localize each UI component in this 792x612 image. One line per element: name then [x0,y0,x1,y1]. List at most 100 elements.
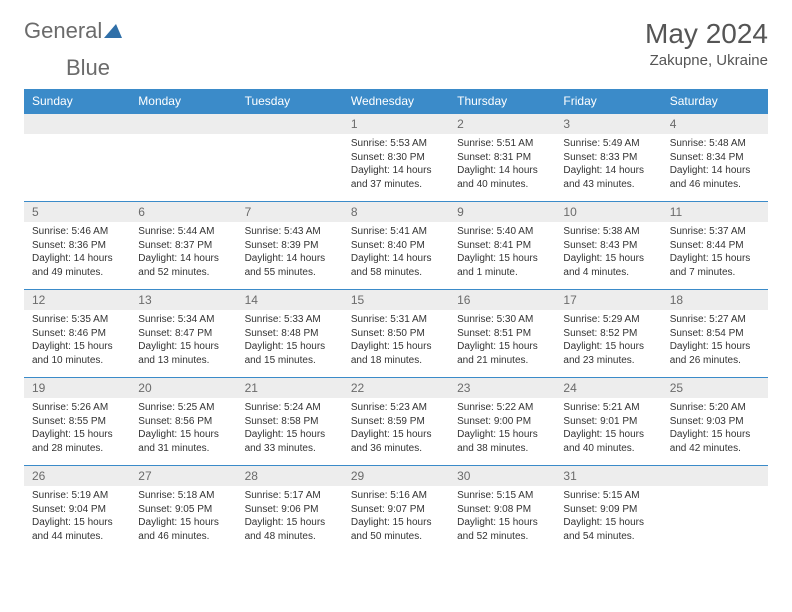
calendar-cell: 23Sunrise: 5:22 AMSunset: 9:00 PMDayligh… [449,378,555,466]
sunrise-text: Sunrise: 5:22 AM [457,401,547,415]
daylight-text: Daylight: 15 hours and 1 minute. [457,252,547,279]
day-number: 4 [662,114,768,134]
daylight-text: Daylight: 15 hours and 54 minutes. [563,516,653,543]
sunset-text: Sunset: 9:00 PM [457,415,547,429]
calendar-cell: 28 Sunrise: 5:17 AMSunset: 9:06 PMDayligh… [237,466,343,554]
daylight-text: Daylight: 14 hours and 46 minutes. [670,164,760,191]
calendar-cell [130,114,236,202]
day-number: 22 [343,378,449,398]
daylight-text: Daylight: 14 hours and 58 minutes. [351,252,441,279]
day-number: 17 [555,290,661,310]
sunrise-text: Sunrise: 5:38 AM [563,225,653,239]
day-body [130,134,236,192]
calendar-cell: 9Sunrise: 5:40 AMSunset: 8:41 PMDaylight… [449,202,555,290]
weekday-header: Tuesday [237,89,343,114]
daylight-text: Daylight: 14 hours and 40 minutes. [457,164,547,191]
day-body: Sunrise: 5:22 AMSunset: 9:00 PMDaylight:… [449,398,555,465]
day-number: 10 [555,202,661,222]
sunrise-text: Sunrise: 5:46 AM [32,225,122,239]
sunrise-text: Sunrise: 5:33 AM [245,313,335,327]
day-number: 28 [237,466,343,486]
day-number: 6 [130,202,236,222]
calendar-week-row: 5 Sunrise: 5:46 AMSunset: 8:36 PM Daylight… [24,202,768,290]
sunset-text: Sunset: 9:05 PM [138,503,228,517]
logo-text-1: General [24,18,102,44]
sunrise-text: Sunrise: 5:23 AM [351,401,441,415]
daylight-text: Daylight: 15 hours and 7 minutes. [670,252,760,279]
calendar-week-row: 12Sunrise: 5:35 AMSunset: 8:46 PMDayligh… [24,290,768,378]
sunset-text: Sunset: 8:33 PM [563,151,653,165]
calendar-cell: 11Sunrise: 5:37 AMSunset: 8:44 PMDayligh… [662,202,768,290]
day-body: Sunrise: 5:40 AMSunset: 8:41 PMDaylight:… [449,222,555,289]
sunset-text: Sunset: 8:37 PM [138,239,228,253]
day-number [24,114,130,134]
calendar-cell: 1Sunrise: 5:53 AMSunset: 8:30 PMDaylight… [343,114,449,202]
day-number: 16 [449,290,555,310]
calendar-body: 1Sunrise: 5:53 AMSunset: 8:30 PMDaylight… [24,114,768,554]
calendar-cell: 15Sunrise: 5:31 AMSunset: 8:50 PMDayligh… [343,290,449,378]
day-number: 8 [343,202,449,222]
day-body: Sunrise: 5:15 AMSunset: 9:08 PMDaylight:… [449,486,555,553]
sunset-text: Sunset: 8:41 PM [457,239,547,253]
daylight-text: Daylight: 15 hours and 48 minutes. [245,516,335,543]
sunrise-text: Sunrise: 5:34 AM [138,313,228,327]
day-body: Sunrise: 5:53 AMSunset: 8:30 PMDaylight:… [343,134,449,201]
sunset-text: Sunset: 8:52 PM [563,327,653,341]
daylight-text: Daylight: 15 hours and 46 minutes. [138,516,228,543]
calendar-cell: 20Sunrise: 5:25 AMSunset: 8:56 PMDayligh… [130,378,236,466]
day-number: 5 [24,202,130,222]
calendar-cell: 16Sunrise: 5:30 AMSunset: 8:51 PMDayligh… [449,290,555,378]
location: Zakupne, Ukraine [645,52,768,69]
day-number [130,114,236,134]
daylight-text: Daylight: 15 hours and 15 minutes. [245,340,335,367]
sunrise-text: Sunrise: 5:24 AM [245,401,335,415]
sunset-text: Sunset: 8:44 PM [670,239,760,253]
sunrise-text: Sunrise: 5:30 AM [457,313,547,327]
sunset-text: Sunset: 9:09 PM [563,503,653,517]
calendar-week-row: 19Sunrise: 5:26 AMSunset: 8:55 PMDayligh… [24,378,768,466]
sunset-text: Sunset: 9:01 PM [563,415,653,429]
calendar-cell: 25Sunrise: 5:20 AMSunset: 9:03 PMDayligh… [662,378,768,466]
day-number: 7 [237,202,343,222]
day-body: Sunrise: 5:34 AMSunset: 8:47 PMDaylight:… [130,310,236,377]
daylight-text: Daylight: 14 hours and 43 minutes. [563,164,653,191]
day-body: Sunrise: 5:19 AMSunset: 9:04 PMDaylight:… [24,486,130,553]
sunset-text: Sunset: 9:03 PM [670,415,760,429]
day-body: Sunrise: 5:35 AMSunset: 8:46 PMDaylight:… [24,310,130,377]
sunrise-text: Sunrise: 5:17 AM [245,489,335,503]
calendar-cell: 12Sunrise: 5:35 AMSunset: 8:46 PMDayligh… [24,290,130,378]
day-number: 3 [555,114,661,134]
day-body: Sunrise: 5:30 AMSunset: 8:51 PMDaylight:… [449,310,555,377]
calendar-week-row: 26Sunrise: 5:19 AMSunset: 9:04 PMDayligh… [24,466,768,554]
calendar-cell: 2Sunrise: 5:51 AMSunset: 8:31 PMDaylight… [449,114,555,202]
sunrise-text: Sunrise: 5:43 AM [245,225,335,239]
day-number [237,114,343,134]
weekday-header: Wednesday [343,89,449,114]
daylight-text: Daylight: 15 hours and 33 minutes. [245,428,335,455]
day-number: 2 [449,114,555,134]
sunrise-text: Sunrise: 5:15 AM [563,489,653,503]
calendar-cell: 21Sunrise: 5:24 AMSunset: 8:58 PMDayligh… [237,378,343,466]
sunset-text: Sunset: 8:30 PM [351,151,441,165]
sunrise-text: Sunrise: 5:29 AM [563,313,653,327]
sunset-text: Sunset: 8:36 PM [32,239,122,253]
calendar-cell: 30Sunrise: 5:15 AMSunset: 9:08 PMDayligh… [449,466,555,554]
sunset-text: Sunset: 8:56 PM [138,415,228,429]
day-number: 1 [343,114,449,134]
sunrise-text: Sunrise: 5:53 AM [351,137,441,151]
calendar-cell: 17Sunrise: 5:29 AMSunset: 8:52 PMDayligh… [555,290,661,378]
weekday-header: Sunday [24,89,130,114]
day-body: Sunrise: 5:29 AMSunset: 8:52 PMDaylight:… [555,310,661,377]
sunrise-text: Sunrise: 5:21 AM [563,401,653,415]
sunset-text: Sunset: 9:06 PM [245,503,335,517]
sunrise-text: Sunrise: 5:16 AM [351,489,441,503]
day-body: Sunrise: 5:26 AMSunset: 8:55 PMDaylight:… [24,398,130,465]
day-body: Sunrise: 5:38 AMSunset: 8:43 PMDaylight:… [555,222,661,289]
day-body: Sunrise: 5:49 AMSunset: 8:33 PMDaylight:… [555,134,661,201]
day-body: Sunrise: 5:33 AMSunset: 8:48 PMDaylight:… [237,310,343,377]
sunset-text: Sunset: 8:46 PM [32,327,122,341]
sunrise-text: Sunrise: 5:19 AM [32,489,122,503]
day-number: 21 [237,378,343,398]
calendar-cell: 27Sunrise: 5:18 AMSunset: 9:05 PMDayligh… [130,466,236,554]
calendar-week-row: 1Sunrise: 5:53 AMSunset: 8:30 PMDaylight… [24,114,768,202]
